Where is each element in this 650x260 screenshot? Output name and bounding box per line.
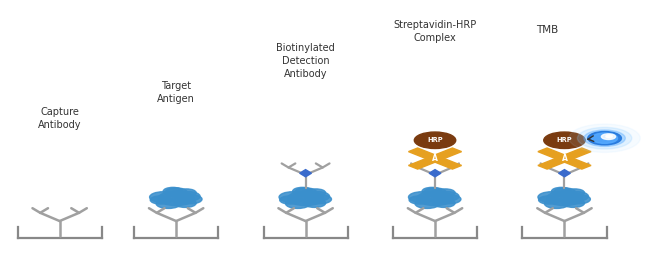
- Circle shape: [539, 196, 559, 204]
- Circle shape: [547, 191, 582, 206]
- Text: Capture
Antibody: Capture Antibody: [38, 107, 81, 130]
- Circle shape: [179, 194, 202, 204]
- Circle shape: [158, 191, 194, 206]
- Circle shape: [408, 192, 436, 203]
- Text: Biotinylated
Detection
Antibody: Biotinylated Detection Antibody: [276, 43, 335, 79]
- Circle shape: [584, 130, 625, 146]
- Circle shape: [577, 127, 632, 149]
- Circle shape: [424, 188, 446, 197]
- Circle shape: [177, 189, 196, 197]
- Circle shape: [409, 196, 430, 204]
- Circle shape: [417, 191, 453, 206]
- Circle shape: [545, 199, 569, 209]
- Circle shape: [569, 124, 640, 152]
- Circle shape: [294, 188, 317, 197]
- Circle shape: [304, 199, 326, 207]
- Text: Target
Antigen: Target Antigen: [157, 81, 195, 104]
- Circle shape: [176, 191, 200, 201]
- Circle shape: [552, 187, 571, 195]
- Polygon shape: [558, 170, 570, 177]
- Circle shape: [553, 188, 575, 197]
- Circle shape: [565, 189, 584, 197]
- Circle shape: [567, 194, 590, 204]
- Circle shape: [588, 132, 621, 145]
- Circle shape: [305, 191, 330, 201]
- Circle shape: [544, 132, 585, 148]
- Circle shape: [150, 192, 177, 203]
- Circle shape: [285, 199, 310, 209]
- Text: TMB: TMB: [536, 25, 558, 35]
- Text: Streptavidin-HRP
Complex: Streptavidin-HRP Complex: [393, 20, 476, 43]
- Circle shape: [165, 188, 187, 197]
- Circle shape: [156, 199, 181, 209]
- Circle shape: [538, 192, 565, 203]
- Circle shape: [287, 191, 324, 206]
- Circle shape: [433, 199, 455, 207]
- Circle shape: [292, 187, 312, 195]
- Circle shape: [415, 199, 439, 209]
- Text: A: A: [562, 154, 567, 163]
- Circle shape: [601, 134, 616, 140]
- Circle shape: [437, 194, 461, 204]
- Circle shape: [564, 191, 588, 201]
- Circle shape: [414, 132, 456, 148]
- Text: HRP: HRP: [427, 137, 443, 143]
- Circle shape: [163, 187, 183, 195]
- Polygon shape: [300, 170, 311, 177]
- Polygon shape: [408, 148, 461, 169]
- Text: HRP: HRP: [556, 137, 572, 143]
- Circle shape: [280, 196, 300, 204]
- Polygon shape: [429, 170, 441, 177]
- Text: A: A: [432, 154, 438, 163]
- Polygon shape: [538, 148, 591, 169]
- Circle shape: [174, 199, 196, 207]
- Circle shape: [306, 189, 326, 197]
- Circle shape: [436, 189, 455, 197]
- Circle shape: [150, 196, 171, 204]
- Polygon shape: [408, 148, 461, 169]
- Polygon shape: [538, 148, 591, 169]
- Circle shape: [308, 194, 332, 204]
- Circle shape: [562, 199, 584, 207]
- Circle shape: [279, 192, 306, 203]
- Circle shape: [606, 135, 612, 138]
- Circle shape: [434, 191, 459, 201]
- Circle shape: [592, 133, 618, 143]
- Circle shape: [422, 187, 441, 195]
